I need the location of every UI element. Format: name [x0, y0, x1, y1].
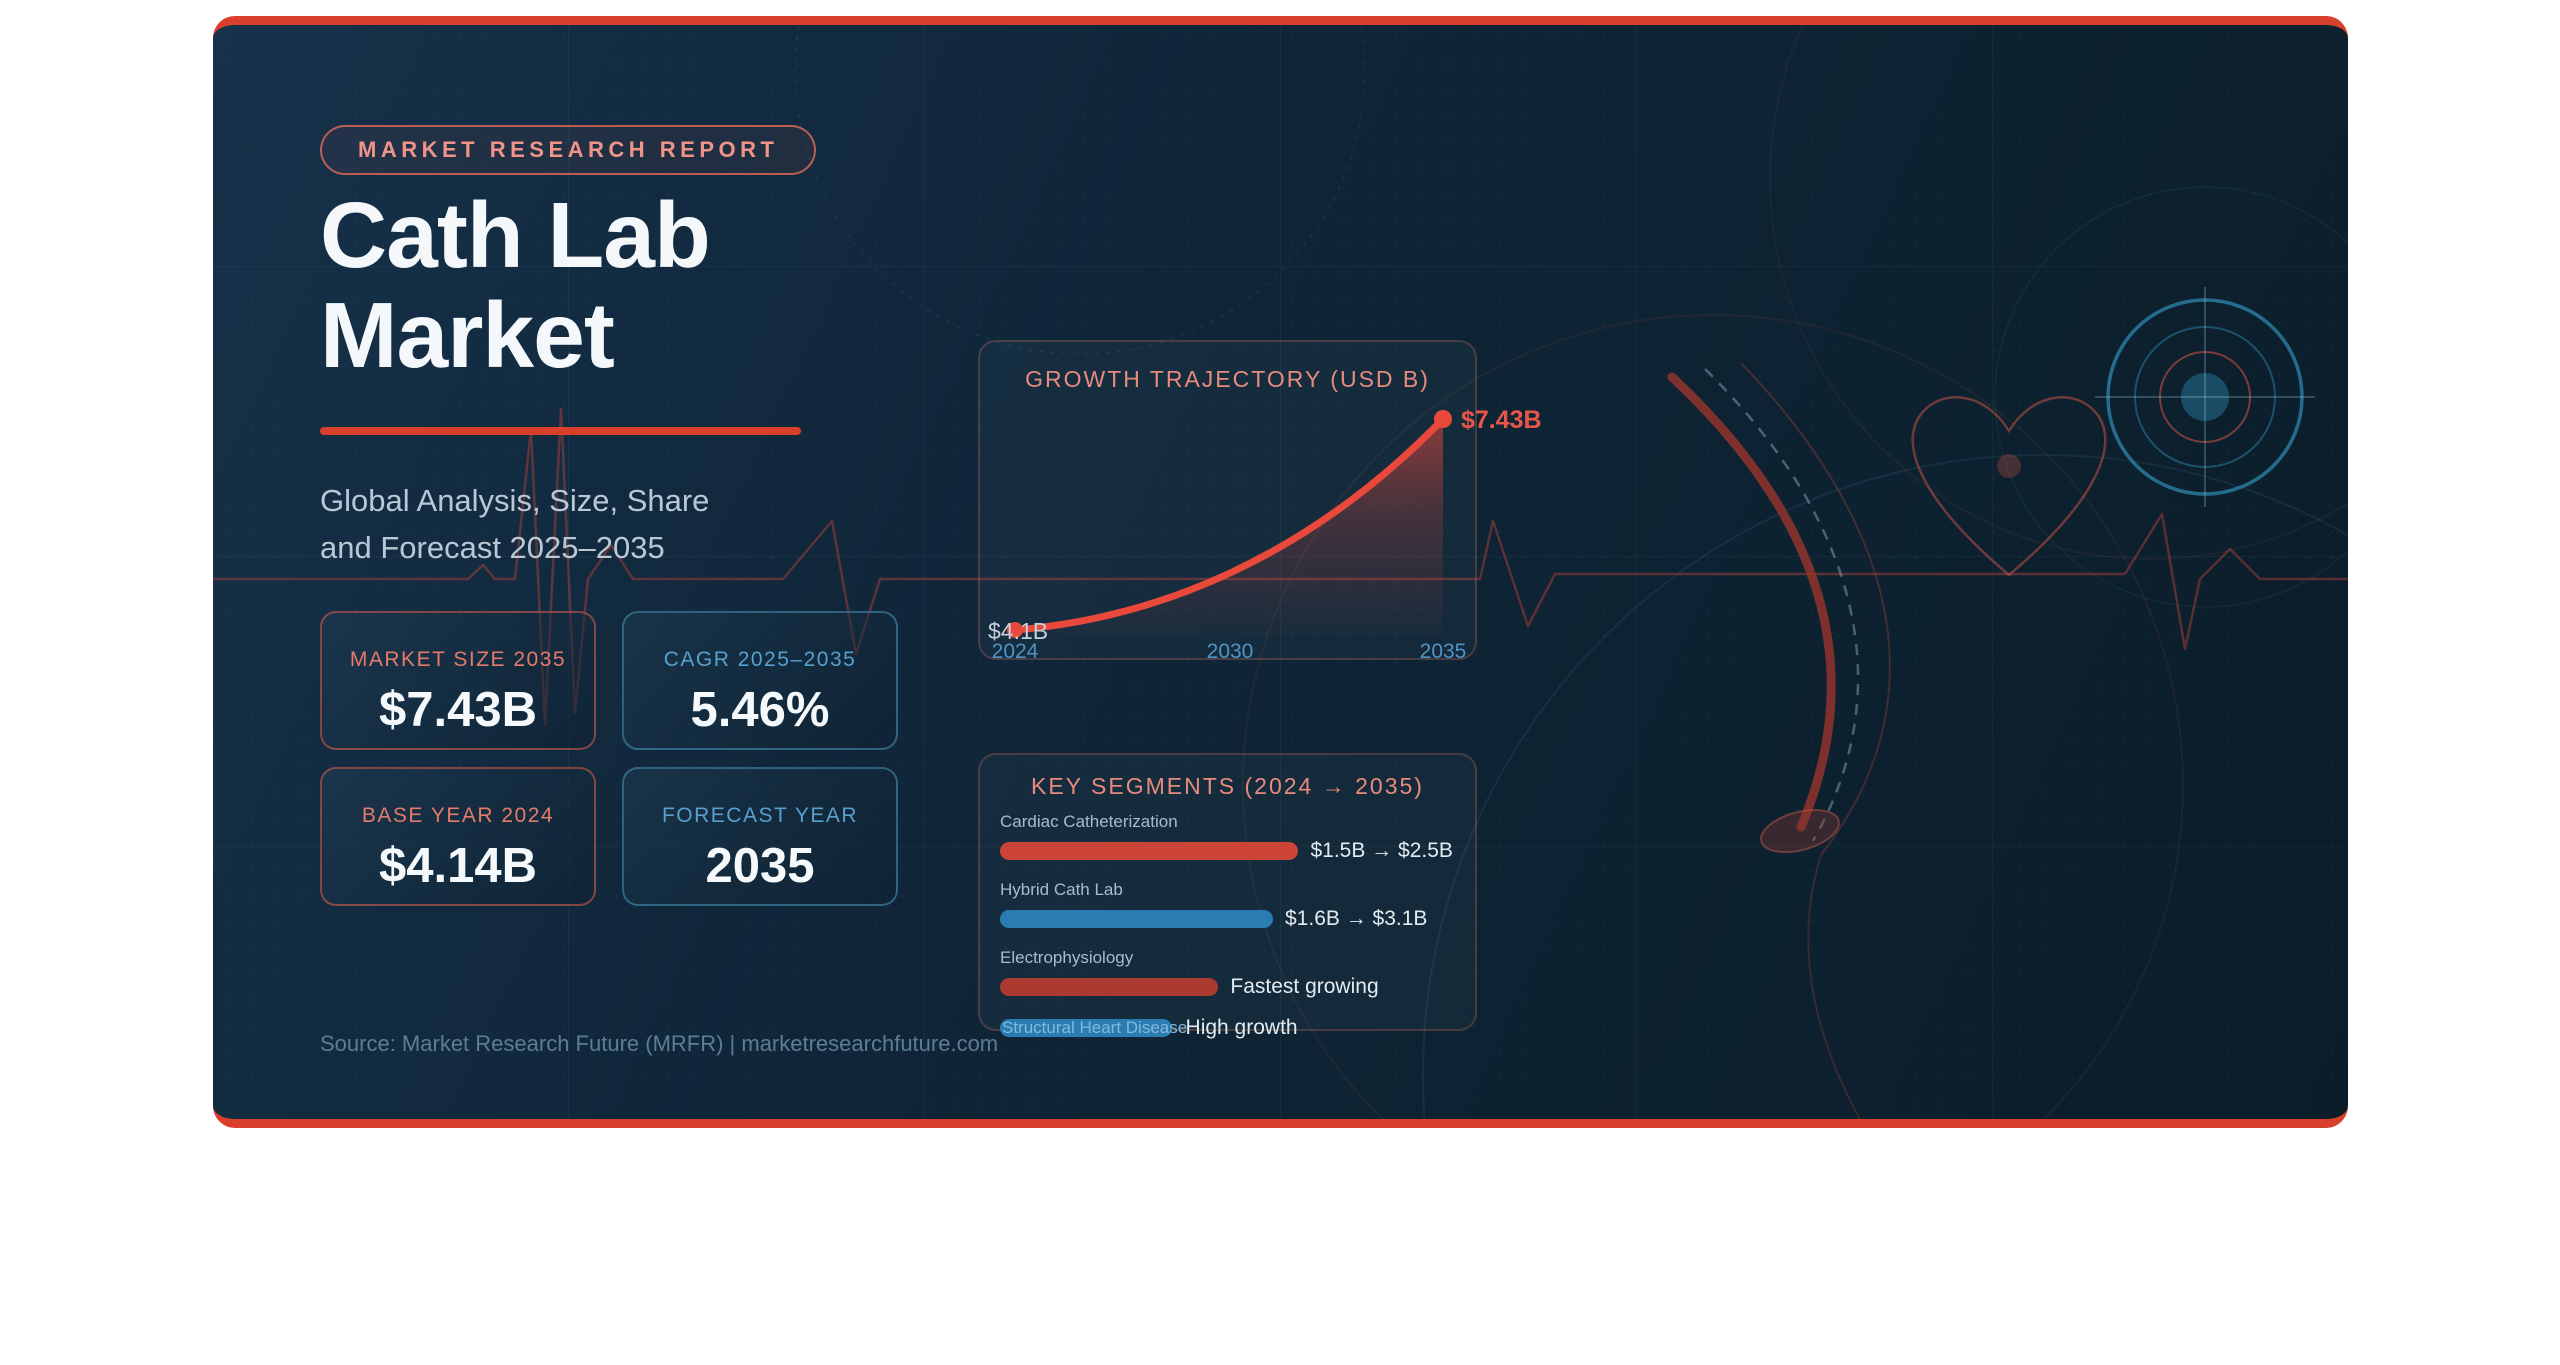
x-tick-2035: 2035 [1420, 640, 1467, 663]
stat-card-grid: MARKET SIZE 2035 $7.43B CAGR 2025–2035 5… [320, 611, 900, 906]
segment-label: Structural Heart Disease [1002, 1018, 1188, 1037]
stat-label: FORECAST YEAR [661, 804, 859, 827]
faint-circle-red-top [1769, 25, 2348, 560]
heart-icon [1911, 396, 2107, 577]
stat-label: BASE YEAR 2024 [361, 804, 555, 827]
report-card: MARKET RESEARCH REPORT Cath Lab Market G… [213, 16, 2348, 1128]
segment-row: Structural Heart Disease High growth [1000, 1016, 1455, 1040]
segment-value: Fastest growing [1230, 975, 1379, 998]
segment-bar [1000, 978, 1219, 996]
source-attribution: Source: Market Research Future (MRFR) | … [320, 1031, 999, 1056]
segment-bar: Structural Heart Disease [1000, 1018, 1187, 1037]
faint-dashed-circle [794, 25, 1366, 355]
segment-row: Cardiac Catheterization $1.5B → $2.5B [1000, 812, 1455, 863]
stat-value: 5.46% [690, 683, 830, 737]
segment-value: $1.5B → $2.5B [1310, 839, 1453, 862]
stat-card-forecast-year: FORECAST YEAR 2035 [622, 767, 898, 906]
stat-label: CAGR 2025–2035 [663, 648, 857, 671]
stat-label: MARKET SIZE 2035 [349, 648, 567, 671]
x-tick-2024: 2024 [992, 640, 1039, 663]
growth-trajectory-panel: GROWTH TRAJECTORY (USD B) $4.1B $7.43B 2… [978, 340, 1542, 663]
segment-bar [1000, 910, 1273, 928]
segment-value: $1.6B → $3.1B [1285, 907, 1428, 930]
subtitle: Global Analysis, Size, Share and Forecas… [320, 477, 880, 571]
segment-row: Electrophysiology Fastest growing [1000, 948, 1455, 999]
faint-circle-blue-small [1994, 186, 2348, 608]
start-point [1007, 622, 1023, 638]
segment-value: High growth [1185, 1016, 1298, 1039]
catheter-icon [1667, 362, 1891, 1119]
segment-bar [1000, 842, 1299, 860]
faint-circle-red [1242, 314, 2184, 1119]
subtitle-line1: Global Analysis, Size, Share [320, 483, 710, 518]
growth-trajectory-chart: $4.1B $7.43B 2024 2030 2035 [988, 406, 1542, 663]
start-point-label: $4.1B [988, 618, 1048, 644]
trend-line [1011, 415, 1447, 634]
x-tick-2030: 2030 [1207, 640, 1254, 663]
segment-rows: Cardiac Catheterization $1.5B → $2.5B Hy… [1000, 812, 1455, 1040]
stat-card-cagr: CAGR 2025–2035 5.46% [622, 611, 898, 750]
end-point-label: $7.43B [1461, 406, 1542, 434]
background-decorations [213, 25, 2348, 1119]
key-segments-panel: KEY SEGMENTS (2024 → 2035) Cardiac Cathe… [978, 753, 1477, 1039]
stat-card-base-year: BASE YEAR 2024 $4.14B [320, 767, 596, 906]
page-title-line1: Cath Lab [320, 183, 711, 287]
faint-circle-blue [1422, 454, 2348, 1119]
subtitle-line2: and Forecast 2025–2035 [320, 530, 665, 566]
ecg-line-icon [213, 407, 2348, 727]
end-point [1434, 410, 1452, 428]
segment-label: Electrophysiology [1000, 948, 1134, 967]
area-fill [1015, 419, 1443, 636]
title-underline [320, 427, 801, 435]
page-title-line2: Market [320, 283, 615, 388]
segments-panel-title: KEY SEGMENTS (2024 → 2035) [1031, 773, 1424, 799]
stat-value: $4.14B [378, 839, 537, 893]
segment-label: Cardiac Catheterization [1000, 812, 1178, 831]
stat-value: 2035 [705, 839, 815, 893]
stat-value: $7.43B [378, 683, 537, 737]
target-icon [2095, 287, 2315, 507]
report-type-badge: MARKET RESEARCH REPORT [320, 125, 817, 175]
page-title: Cath Lab Market [320, 185, 1080, 386]
segment-row: Hybrid Cath Lab $1.6B → $3.1B [1000, 880, 1455, 931]
growth-panel-title: GROWTH TRAJECTORY (USD B) [1025, 366, 1430, 392]
segment-label: Hybrid Cath Lab [1000, 880, 1123, 899]
stat-card-market-size: MARKET SIZE 2035 $7.43B [320, 611, 596, 750]
